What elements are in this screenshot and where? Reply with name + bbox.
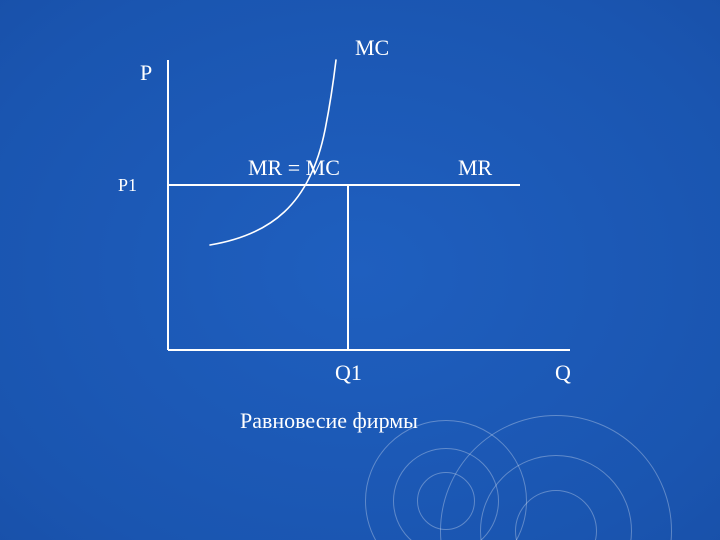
label-mc: MC xyxy=(355,35,389,61)
label-q: Q xyxy=(555,360,571,386)
label-p: P xyxy=(140,60,152,86)
chart-caption: Равновесие фирмы xyxy=(240,408,418,434)
label-mr: MR xyxy=(458,155,492,181)
label-mr-eq-mc: MR = MC xyxy=(248,155,340,181)
economics-chart xyxy=(0,0,720,540)
label-p1: P1 xyxy=(118,175,137,196)
label-q1: Q1 xyxy=(335,360,362,386)
